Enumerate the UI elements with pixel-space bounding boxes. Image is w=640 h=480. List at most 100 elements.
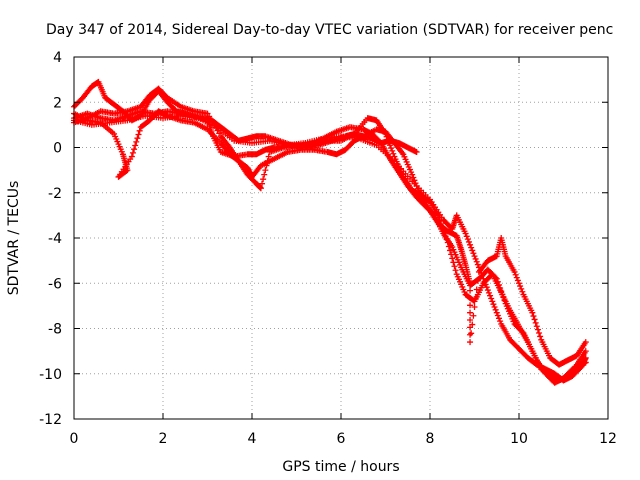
data-point	[516, 280, 522, 287]
data-point	[261, 171, 268, 178]
data-point	[519, 328, 526, 335]
data-point	[493, 309, 500, 316]
data-point	[464, 236, 471, 243]
data-point	[467, 241, 474, 248]
data-point	[494, 278, 501, 285]
data-point	[451, 263, 458, 270]
data-series	[71, 78, 589, 386]
data-point	[410, 174, 417, 181]
y-tick-label: 0	[53, 141, 62, 157]
x-tick-label: 12	[599, 431, 617, 447]
data-point	[529, 309, 536, 316]
data-point	[501, 297, 508, 304]
y-tick-label: 2	[53, 95, 62, 111]
data-point	[477, 267, 484, 274]
data-point	[475, 264, 482, 271]
data-point	[129, 149, 136, 156]
data-point	[450, 259, 457, 266]
data-point	[481, 278, 488, 285]
data-point	[582, 339, 589, 346]
y-tick-label: -8	[48, 322, 62, 338]
data-point	[484, 287, 491, 294]
data-point	[473, 258, 480, 265]
data-point	[257, 185, 264, 192]
data-point	[497, 285, 504, 292]
data-point	[493, 275, 500, 282]
data-point	[468, 244, 475, 251]
data-point	[413, 149, 420, 156]
data-point	[478, 270, 485, 277]
data-point	[449, 255, 456, 262]
data-point	[468, 330, 475, 337]
data-point	[480, 275, 487, 282]
data-point	[409, 171, 416, 178]
data-point	[467, 280, 474, 287]
data-point	[473, 286, 480, 293]
data-point	[513, 274, 520, 281]
data-point	[390, 150, 397, 157]
data-point	[467, 309, 474, 316]
data-point	[536, 330, 543, 337]
data-point	[582, 348, 589, 355]
data-point	[471, 304, 478, 311]
data-point	[467, 287, 474, 294]
data-point	[467, 294, 474, 301]
data-point	[133, 138, 140, 145]
data-point	[136, 127, 143, 134]
data-point	[499, 291, 506, 298]
data-point	[582, 354, 589, 361]
data-point	[485, 289, 492, 296]
data-point	[530, 313, 537, 320]
data-point	[514, 277, 521, 284]
data-point	[262, 167, 269, 174]
data-point	[260, 176, 267, 183]
axis-ticks	[73, 56, 609, 420]
y-tick-label: 4	[53, 50, 62, 66]
data-point	[498, 288, 505, 295]
data-point	[517, 283, 524, 290]
data-point	[482, 281, 489, 288]
data-point	[465, 238, 472, 245]
data-point	[472, 295, 479, 302]
data-point	[495, 281, 502, 288]
y-tick-label: -6	[48, 276, 62, 292]
x-tick-label: 4	[248, 431, 257, 447]
y-tick-label: -2	[48, 186, 62, 202]
data-point	[474, 261, 481, 268]
data-point	[534, 326, 541, 333]
data-point	[474, 277, 481, 284]
data-point	[463, 233, 470, 240]
data-point	[447, 247, 454, 254]
y-tick-label: -12	[39, 412, 62, 428]
data-point	[470, 312, 477, 319]
data-point	[472, 255, 479, 262]
x-axis-label: GPS time / hours	[282, 459, 399, 475]
data-point	[135, 131, 142, 138]
y-axis-label: SDTVAR / TECUs	[6, 181, 22, 296]
data-point	[452, 267, 459, 274]
data-point	[259, 180, 266, 187]
series-track-5	[71, 112, 589, 384]
x-tick-label: 6	[337, 431, 346, 447]
data-point	[500, 294, 507, 301]
data-point	[492, 306, 499, 313]
data-point	[537, 333, 544, 340]
data-point	[385, 139, 392, 146]
data-point	[128, 153, 135, 160]
data-point	[490, 301, 497, 308]
y-tick-label: -10	[39, 367, 62, 383]
data-point	[471, 253, 478, 260]
data-point	[469, 247, 476, 254]
data-point	[469, 321, 476, 328]
data-point	[479, 272, 486, 279]
data-point	[131, 146, 138, 153]
data-point	[386, 142, 393, 149]
data-point	[491, 304, 498, 311]
x-tick-label: 0	[70, 431, 79, 447]
y-tick-labels: -12 -10 -8 -6 -4 -2 0 2 4	[39, 50, 62, 428]
data-point	[512, 271, 519, 278]
data-point	[531, 316, 538, 323]
data-point	[497, 318, 504, 325]
x-tick-label: 8	[426, 431, 435, 447]
